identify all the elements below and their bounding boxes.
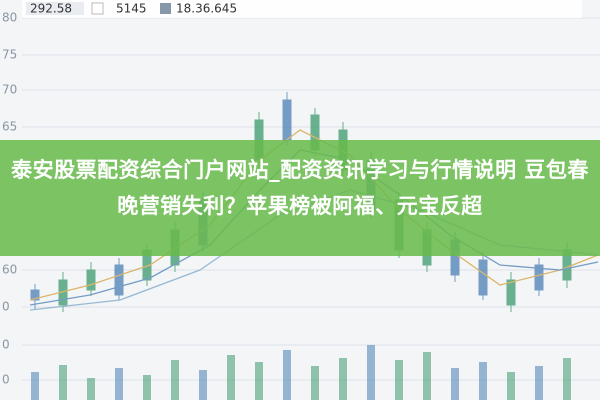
- axis-label: 0: [2, 373, 10, 387]
- legend-item: 292.58: [30, 2, 72, 16]
- legend: 292.58 5145 18.36.645: [22, 0, 582, 18]
- axis-label: 75: [2, 48, 17, 62]
- headline-banner: [0, 140, 600, 256]
- axis-label: 70: [2, 83, 17, 97]
- axis-label: 0: [2, 338, 10, 352]
- axis-label: 0: [2, 300, 10, 314]
- volume-bars: [31, 345, 571, 400]
- legend-item: 18.36.645: [176, 2, 237, 16]
- legend-item: 5145: [116, 2, 147, 16]
- y-axis: 80 75 70 65 60 0 0 0: [2, 11, 17, 387]
- axis-label: 60: [2, 263, 17, 277]
- axis-label: 80: [2, 11, 17, 25]
- axis-label: 65: [2, 120, 17, 134]
- headline: 泰安股票配资综合门户网站_配资资讯学习与行情说明 豆包春晚营销失利？苹果榜被阿福…: [11, 158, 589, 218]
